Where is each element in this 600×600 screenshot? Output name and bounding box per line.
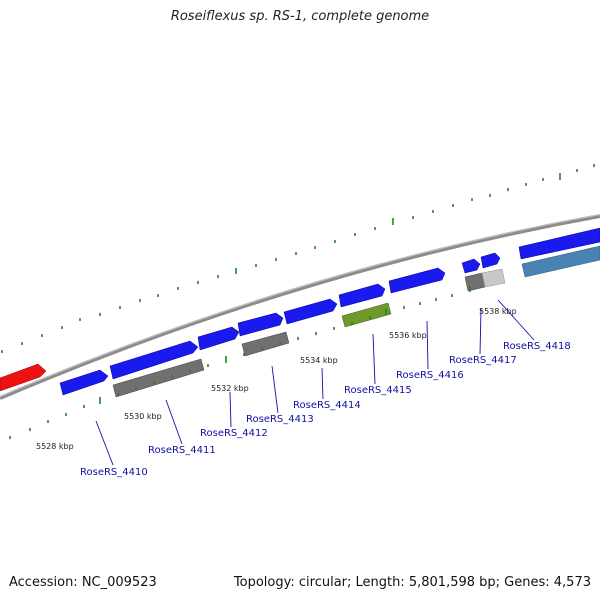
gene-arrow-4417b[interactable] bbox=[480, 252, 501, 269]
feature-green-4415[interactable] bbox=[341, 302, 392, 328]
feature-gray-4413[interactable] bbox=[241, 331, 290, 357]
position-labels: 5528 kbp 5530 kbp 5532 kbp 5534 kbp 5536… bbox=[36, 307, 517, 451]
feature-gray-4417[interactable] bbox=[464, 272, 486, 292]
gene-arrow-4417a[interactable] bbox=[461, 258, 481, 274]
kbp-label: 5528 kbp bbox=[36, 442, 74, 451]
gene-label-4418[interactable]: RoseRS_4418 bbox=[503, 341, 571, 352]
gene-arrow-4415[interactable] bbox=[338, 283, 386, 308]
feature-steelblue-4418[interactable] bbox=[521, 245, 600, 278]
accession-text: Accession: NC_009523 bbox=[9, 575, 157, 590]
gene-label-4413[interactable]: RoseRS_4413 bbox=[246, 414, 314, 425]
label-leader-lines bbox=[95, 299, 535, 466]
kbp-label: 5538 kbp bbox=[479, 307, 517, 316]
feature-lightgray-4417[interactable] bbox=[481, 268, 506, 288]
outer-tick-ring bbox=[1, 164, 595, 353]
gene-arrow-4418[interactable] bbox=[518, 227, 600, 260]
gene-arrow-4412[interactable] bbox=[197, 326, 240, 351]
inner-tick-ring bbox=[9, 286, 471, 439]
kbp-label: 5532 kbp bbox=[211, 384, 249, 393]
forward-genes bbox=[0, 227, 600, 396]
gene-label-4412[interactable]: RoseRS_4412 bbox=[200, 428, 268, 439]
gene-label-4411[interactable]: RoseRS_4411 bbox=[148, 445, 216, 456]
gene-arrow-4414[interactable] bbox=[283, 298, 338, 325]
gene-label-4414[interactable]: RoseRS_4414 bbox=[293, 400, 361, 411]
genome-summary-text: Topology: circular; Length: 5,801,598 bp… bbox=[233, 575, 591, 590]
kbp-label: 5536 kbp bbox=[389, 331, 427, 340]
gene-label-4410[interactable]: RoseRS_4410 bbox=[80, 467, 148, 478]
gene-arrow-4411[interactable] bbox=[109, 340, 199, 380]
gene-label-4417[interactable]: RoseRS_4417 bbox=[449, 355, 517, 366]
kbp-label: 5534 kbp bbox=[300, 356, 338, 365]
gene-label-4415[interactable]: RoseRS_4415 bbox=[344, 385, 412, 396]
gene-arrow-4410[interactable] bbox=[59, 369, 109, 396]
gene-labels: RoseRS_4410 RoseRS_4411 RoseRS_4412 Rose… bbox=[80, 341, 571, 478]
map-title: Roseiflexus sp. RS-1, complete genome bbox=[170, 9, 430, 24]
gene-arrow-4413[interactable] bbox=[237, 312, 284, 337]
gene-arrow-4416[interactable] bbox=[388, 267, 446, 294]
kbp-label: 5530 kbp bbox=[124, 412, 162, 421]
genome-backbone bbox=[0, 214, 600, 400]
gene-red-arrow[interactable] bbox=[0, 363, 47, 392]
feature-track bbox=[112, 245, 600, 398]
gene-label-4416[interactable]: RoseRS_4416 bbox=[396, 370, 464, 381]
